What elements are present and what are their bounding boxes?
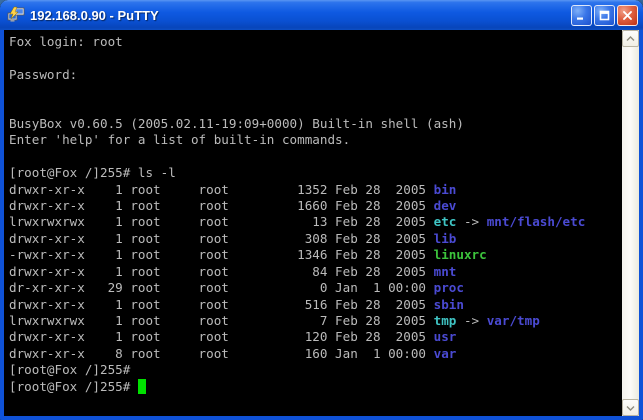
- maximize-button[interactable]: [594, 4, 615, 26]
- directory-name: usr: [433, 329, 457, 345]
- terminal-text: [root@Fox /]255#: [9, 378, 138, 394]
- directory-name: mnt/flash/etc: [486, 214, 586, 230]
- terminal-output: Fox login: root Password: BusyBox v0.60.…: [4, 30, 622, 395]
- directory-name: dev: [433, 198, 457, 214]
- window-title: 192.168.0.90 - PuTTY: [30, 7, 159, 23]
- window-frame: Fox login: root Password: BusyBox v0.60.…: [0, 30, 643, 420]
- terminal-text: BusyBox v0.60.5 (2005.02.11-19:09+0000) …: [9, 116, 464, 132]
- terminal-text: [root@Fox /]255# ls -l: [9, 165, 176, 181]
- terminal-text: drwxr-xr-x 1 root root 516 Feb 28 2005: [9, 296, 434, 312]
- directory-name: proc: [433, 280, 464, 296]
- terminal-text: drwxr-xr-x 1 root root 308 Feb 28 2005: [9, 230, 434, 246]
- title-bar[interactable]: 192.168.0.90 - PuTTY: [0, 0, 643, 30]
- close-icon: [623, 10, 632, 20]
- chevron-up-icon: [626, 35, 635, 41]
- terminal-text: ->: [456, 312, 487, 328]
- minimize-icon: [577, 17, 583, 20]
- minimize-button[interactable]: [571, 4, 592, 26]
- terminal-text: lrwxrwxrwx 1 root root 13 Feb 28 2005: [9, 214, 434, 230]
- maximize-icon: [599, 10, 610, 20]
- symlink-name: etc: [433, 214, 457, 230]
- directory-name: bin: [433, 181, 457, 197]
- symlink-name: tmp: [433, 312, 457, 328]
- terminal-text: Fox login: root: [9, 34, 123, 49]
- putty-terminals-icon: [6, 5, 26, 25]
- terminal-text: drwxr-xr-x 1 root root 84 Feb 28 2005: [9, 263, 434, 279]
- terminal-text: lrwxrwxrwx 1 root root 7 Feb 28 2005: [9, 312, 434, 328]
- cursor-block: [137, 378, 146, 394]
- terminal-text: -rwxr-xr-x 1 root root 1346 Feb 28 2005: [9, 247, 434, 263]
- directory-name: var: [433, 345, 457, 361]
- terminal-text: dr-xr-xr-x 29 root root 0 Jan 1 00:00: [9, 280, 434, 296]
- directory-name: lib: [433, 230, 457, 246]
- directory-name: mnt: [433, 263, 457, 279]
- terminal-text: Enter 'help' for a list of built-in comm…: [9, 132, 351, 148]
- scroll-down-button[interactable]: [622, 399, 639, 416]
- directory-name: var/tmp: [486, 312, 540, 328]
- terminal-text: drwxr-xr-x 8 root root 160 Jan 1 00:00: [9, 345, 434, 361]
- terminal-screen[interactable]: Fox login: root Password: BusyBox v0.60.…: [4, 30, 622, 416]
- terminal-text: drwxr-xr-x 1 root root 1660 Feb 28 2005: [9, 198, 434, 214]
- directory-name: sbin: [433, 296, 464, 312]
- terminal-text: drwxr-xr-x 1 root root 120 Feb 28 2005: [9, 329, 434, 345]
- terminal-text: [root@Fox /]255#: [9, 362, 131, 378]
- terminal-text: drwxr-xr-x 1 root root 1352 Feb 28 2005: [9, 181, 434, 197]
- chevron-down-icon: [626, 405, 635, 411]
- terminal-text: Password:: [9, 66, 78, 82]
- terminal-text: ->: [456, 214, 487, 230]
- executable-name: linuxrc: [433, 247, 487, 263]
- window-controls: [571, 4, 638, 26]
- scroll-up-button[interactable]: [622, 30, 639, 47]
- close-button[interactable]: [617, 4, 638, 26]
- terminal-scrollbar[interactable]: [622, 30, 639, 416]
